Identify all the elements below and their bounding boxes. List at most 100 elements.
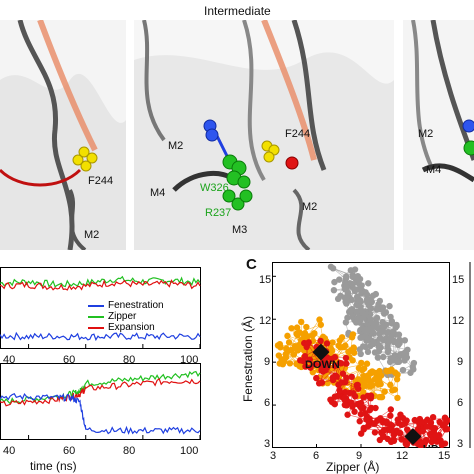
scatter-point-red	[341, 401, 349, 409]
c-ytick-6: 6	[264, 397, 271, 409]
c-xlabel: Zipper (Å)	[326, 460, 380, 474]
panel-b-bottom-plot	[0, 363, 201, 440]
c-ytick-3: 3	[264, 438, 271, 450]
right-fragment-tick: 9	[457, 356, 464, 368]
scatter-point-red	[331, 354, 339, 361]
scatter-point-red	[301, 352, 309, 360]
scatter-point-gray	[342, 319, 350, 326]
c-ytick-15: 15	[259, 274, 272, 286]
c-xtick-12: 12	[396, 450, 409, 462]
scatter-point-gray	[409, 363, 416, 371]
scatter-point-gray	[363, 296, 371, 304]
panel-c-letter: C	[246, 256, 257, 273]
legend-label-fenestration: Fenestration	[108, 300, 164, 311]
scatter-point-gray	[349, 306, 356, 314]
scatter-point-gray	[356, 297, 363, 304]
label-r237: R237	[205, 207, 232, 219]
panel-c-ylabel: Fenestration (Å)	[241, 315, 255, 403]
scatter-point-gray	[407, 369, 414, 376]
scatter-point-red	[331, 362, 339, 370]
scatter-point-gray	[399, 366, 407, 374]
label-m2-mid-b: M2	[302, 201, 318, 213]
state-marker-up	[404, 428, 422, 446]
right-fragment-tick: 15	[452, 274, 465, 286]
scatter-point-red	[331, 393, 339, 400]
scatter-point-orange	[296, 362, 303, 370]
scatter-point-orange	[387, 381, 394, 389]
scatter-link-red	[390, 409, 392, 430]
scatter-point-orange	[376, 367, 383, 375]
scatter-point-red	[351, 408, 358, 415]
scatter-point-orange	[347, 347, 355, 354]
scatter-point-orange	[303, 323, 310, 331]
scatter-point-gray	[386, 302, 393, 310]
scatter-point-gray	[364, 348, 372, 356]
scatter-point-orange	[280, 358, 288, 365]
b-xlabel: time (ns)	[30, 459, 77, 473]
scatter-point-orange	[284, 332, 291, 340]
legend-swatch-zipper	[88, 315, 104, 318]
scatter-point-gray	[327, 263, 335, 270]
series-line-expansion	[0, 279, 201, 291]
scatter-link-red	[347, 414, 367, 420]
scatter-point-gray	[404, 346, 411, 353]
scatter-link-red	[344, 397, 376, 409]
c-xtick-6: 6	[313, 450, 320, 462]
scatter-point-gray	[361, 327, 368, 334]
plot-frame	[0, 267, 201, 349]
label-m2-mid: M2	[168, 140, 184, 152]
label-m2-left: M2	[84, 229, 100, 241]
legend-label-zipper: Zipper	[108, 311, 137, 322]
scatter-point-gray	[385, 346, 392, 353]
scatter-point-gray	[336, 276, 343, 283]
b-bottom-tick-40: 40	[3, 445, 16, 457]
scatter-point-gray	[384, 339, 392, 347]
scatter-link-gray	[379, 338, 391, 363]
scatter-point-gray	[365, 280, 372, 287]
panel-b-top-plot	[0, 267, 201, 349]
scatter-link-red	[405, 423, 431, 435]
label-m2-right: M2	[418, 128, 434, 140]
scatter-point-gray	[403, 354, 411, 361]
legend-label-expansion: Expansion	[108, 322, 155, 333]
scatter-point-red	[318, 360, 325, 367]
scatter-point-red	[432, 432, 440, 439]
scatter-point-gray	[349, 273, 357, 281]
c-xtick-15: 15	[438, 450, 451, 462]
label-m4-mid: M4	[150, 187, 166, 199]
state-label-up: UP	[423, 444, 438, 448]
scatter-point-red	[356, 418, 363, 425]
panel-title: Intermediate	[204, 4, 271, 18]
c-ytick-9: 9	[264, 356, 271, 368]
scatter-point-gray	[334, 295, 342, 303]
scatter-point-red	[343, 374, 350, 381]
right-fragment-tick: 12	[452, 315, 465, 327]
scatter-point-red	[349, 403, 356, 410]
scatter-point-red	[440, 422, 447, 429]
scatter-point-gray	[344, 289, 352, 297]
scatter-link-gray	[345, 319, 371, 323]
state-marker-down	[312, 343, 330, 361]
scatter-point-orange	[371, 376, 379, 383]
scatter-link-gray	[347, 314, 371, 319]
scatter-point-red	[318, 379, 326, 386]
scatter-point-red	[317, 337, 324, 345]
scatter-point-red	[329, 374, 337, 381]
right-fragment-axis	[469, 262, 471, 448]
series-line-fenestration	[0, 392, 201, 435]
scatter-point-gray	[374, 354, 382, 361]
panel-c-plot: DOWN UP	[272, 262, 450, 448]
legend-item: Zipper	[88, 311, 194, 322]
structure-image-left	[0, 20, 126, 250]
label-m3: M3	[232, 224, 248, 236]
scatter-point-red	[404, 426, 411, 433]
structure-image-right	[403, 20, 474, 250]
scatter-link-red	[332, 377, 359, 389]
b-bottom-tick-100: 100	[180, 445, 199, 457]
scatter-point-red	[367, 395, 375, 402]
c-ytick-12: 12	[259, 315, 272, 327]
scatter-point-orange	[311, 330, 318, 337]
legend-swatch-fenestration	[88, 304, 104, 307]
scatter-point-red	[338, 360, 345, 367]
scatter-point-gray	[362, 289, 369, 296]
